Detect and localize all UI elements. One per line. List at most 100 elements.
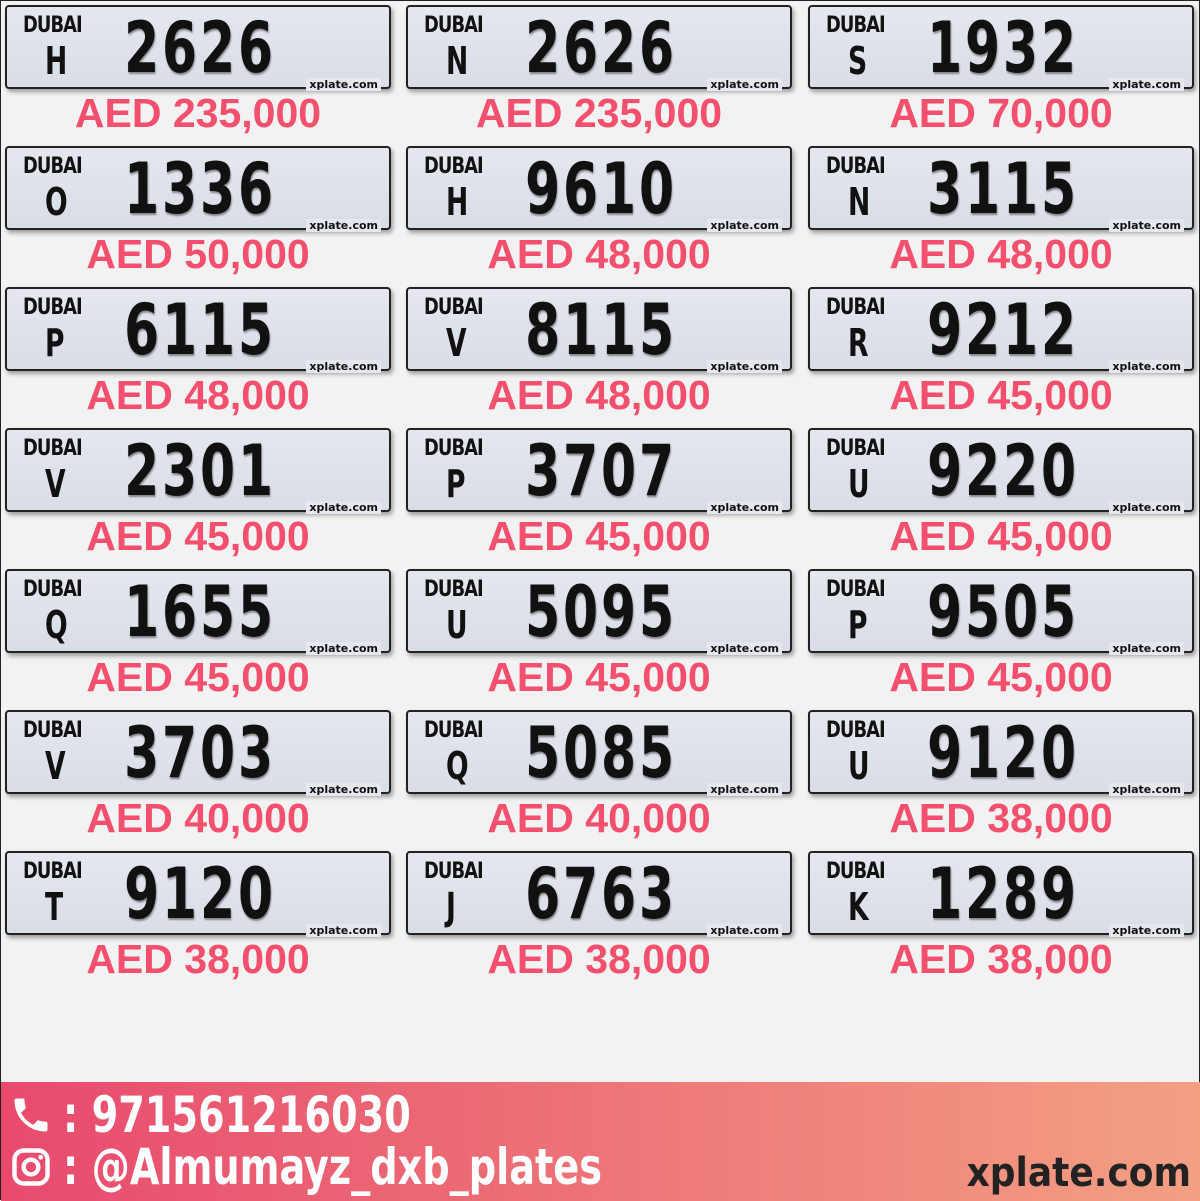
license-plate: DUBAI V 3703 xplate.com (5, 710, 391, 796)
phone-number[interactable]: : 971561216030 (63, 1086, 411, 1144)
plate-code: R (848, 321, 869, 365)
plate-emirate: DUBAI (826, 718, 886, 743)
plate-emirate: DUBAI (826, 295, 886, 320)
plate-number: 1289 (927, 853, 1079, 935)
plate-watermark: xplate.com (1109, 219, 1184, 232)
plate-emirate: DUBAI (23, 295, 83, 320)
plate-price: AED 45,000 (86, 654, 310, 700)
plate-code: Q (446, 744, 469, 788)
plate-code: U (848, 462, 870, 506)
plate-price: AED 48,000 (487, 372, 711, 418)
license-plate: DUBAI H 9610 xplate.com (406, 146, 792, 232)
plate-number: 3703 (124, 712, 276, 794)
license-plate: DUBAI V 2301 xplate.com (5, 428, 391, 514)
plate-code: U (446, 603, 468, 647)
phone-row: : 971561216030 (9, 1086, 472, 1144)
plate-price: AED 48,000 (487, 231, 711, 277)
plate-listing[interactable]: DUBAI T 9120 xplate.com AED 38,000 (5, 851, 393, 992)
plate-listing[interactable]: DUBAI Q 1655 xplate.com AED 45,000 (5, 569, 393, 710)
plate-price: AED 48,000 (86, 372, 310, 418)
plate-emirate: DUBAI (23, 718, 83, 743)
phone-icon (14, 1098, 48, 1132)
plate-watermark: xplate.com (1109, 501, 1184, 514)
plate-listing[interactable]: DUBAI Q 5085 xplate.com AED 40,000 (406, 710, 794, 851)
plate-number: 9120 (927, 712, 1079, 794)
plate-watermark: xplate.com (707, 219, 782, 232)
plate-code: H (446, 180, 469, 224)
plate-code: Q (45, 603, 68, 647)
plate-watermark: xplate.com (306, 501, 381, 514)
plate-emirate: DUBAI (826, 577, 886, 602)
plate-listing[interactable]: DUBAI H 9610 xplate.com AED 48,000 (406, 146, 794, 287)
plate-code: P (446, 462, 466, 506)
plate-listing[interactable]: DUBAI P 3707 xplate.com AED 45,000 (406, 428, 794, 569)
plate-emirate: DUBAI (424, 718, 484, 743)
plate-listing[interactable]: DUBAI V 8115 xplate.com AED 48,000 (406, 287, 794, 428)
plate-price: AED 45,000 (889, 372, 1113, 418)
plate-number: 2301 (124, 430, 276, 512)
plate-emirate: DUBAI (23, 577, 83, 602)
license-plate: DUBAI P 6115 xplate.com (5, 287, 391, 373)
plate-number: 2626 (124, 7, 276, 89)
license-plate: DUBAI R 9212 xplate.com (808, 287, 1194, 373)
plate-listing[interactable]: DUBAI V 2301 xplate.com AED 45,000 (5, 428, 393, 569)
plate-price: AED 70,000 (889, 90, 1113, 136)
plate-watermark: xplate.com (306, 783, 381, 796)
plate-watermark: xplate.com (707, 783, 782, 796)
plate-watermark: xplate.com (306, 78, 381, 91)
plate-price: AED 45,000 (889, 654, 1113, 700)
plate-watermark: xplate.com (1109, 78, 1184, 91)
plate-emirate: DUBAI (23, 154, 83, 179)
plate-number: 5085 (525, 712, 677, 794)
plate-listing[interactable]: DUBAI P 6115 xplate.com AED 48,000 (5, 287, 393, 428)
license-plate: DUBAI K 1289 xplate.com (808, 851, 1194, 937)
plate-listing[interactable]: DUBAI N 3115 xplate.com AED 48,000 (808, 146, 1196, 287)
plate-listing[interactable]: DUBAI K 1289 xplate.com AED 38,000 (808, 851, 1196, 992)
license-plate: DUBAI H 2626 xplate.com (5, 5, 391, 91)
license-plate: DUBAI S 1932 xplate.com (808, 5, 1194, 91)
plate-watermark: xplate.com (306, 642, 381, 655)
plate-listing[interactable]: DUBAI V 3703 xplate.com AED 40,000 (5, 710, 393, 851)
plate-price: AED 40,000 (86, 795, 310, 841)
plate-emirate: DUBAI (826, 13, 886, 38)
plate-price: AED 50,000 (86, 231, 310, 277)
plate-emirate: DUBAI (424, 859, 484, 884)
license-plate: DUBAI P 3707 xplate.com (406, 428, 792, 514)
license-plate: DUBAI T 9120 xplate.com (5, 851, 391, 937)
plate-watermark: xplate.com (707, 360, 782, 373)
plate-number: 9220 (927, 430, 1079, 512)
contact-footer: : 971561216030 : @Almumayz_dxb_plates xp… (1, 1082, 1200, 1201)
plate-number: 9505 (927, 571, 1079, 653)
plate-code: U (848, 744, 870, 788)
plate-emirate: DUBAI (23, 436, 83, 461)
plate-watermark: xplate.com (306, 924, 381, 937)
plate-listing[interactable]: DUBAI H 2626 xplate.com AED 235,000 (5, 5, 393, 146)
instagram-handle[interactable]: : @Almumayz_dxb_plates (63, 1138, 602, 1196)
license-plate: DUBAI Q 1655 xplate.com (5, 569, 391, 655)
license-plate: DUBAI U 9120 xplate.com (808, 710, 1194, 796)
plate-number: 1655 (124, 571, 276, 653)
plate-emirate: DUBAI (424, 295, 484, 320)
plate-price: AED 48,000 (889, 231, 1113, 277)
plate-listing[interactable]: DUBAI U 9120 xplate.com AED 38,000 (808, 710, 1196, 851)
plate-listing[interactable]: DUBAI J 6763 xplate.com AED 38,000 (406, 851, 794, 992)
plate-listing[interactable]: DUBAI O 1336 xplate.com AED 50,000 (5, 146, 393, 287)
plate-number: 6763 (525, 853, 677, 935)
plate-watermark: xplate.com (1109, 783, 1184, 796)
plate-listing[interactable]: DUBAI U 9220 xplate.com AED 45,000 (808, 428, 1196, 569)
plate-listing[interactable]: DUBAI N 2626 xplate.com AED 235,000 (406, 5, 794, 146)
plate-code: T (45, 885, 64, 929)
plate-watermark: xplate.com (306, 360, 381, 373)
plate-listing[interactable]: DUBAI R 9212 xplate.com AED 45,000 (808, 287, 1196, 428)
plate-number: 8115 (525, 289, 677, 371)
plate-listing[interactable]: DUBAI U 5095 xplate.com AED 45,000 (406, 569, 794, 710)
plate-code: H (45, 39, 68, 83)
plate-price: AED 235,000 (475, 90, 723, 136)
plate-listing[interactable]: DUBAI S 1932 xplate.com AED 70,000 (808, 5, 1196, 146)
plate-listing[interactable]: DUBAI P 9505 xplate.com AED 45,000 (808, 569, 1196, 710)
plate-emirate: DUBAI (23, 13, 83, 38)
plate-code: V (45, 462, 66, 506)
plate-price: AED 40,000 (487, 795, 711, 841)
plate-price: AED 45,000 (487, 654, 711, 700)
license-plate: DUBAI Q 5085 xplate.com (406, 710, 792, 796)
